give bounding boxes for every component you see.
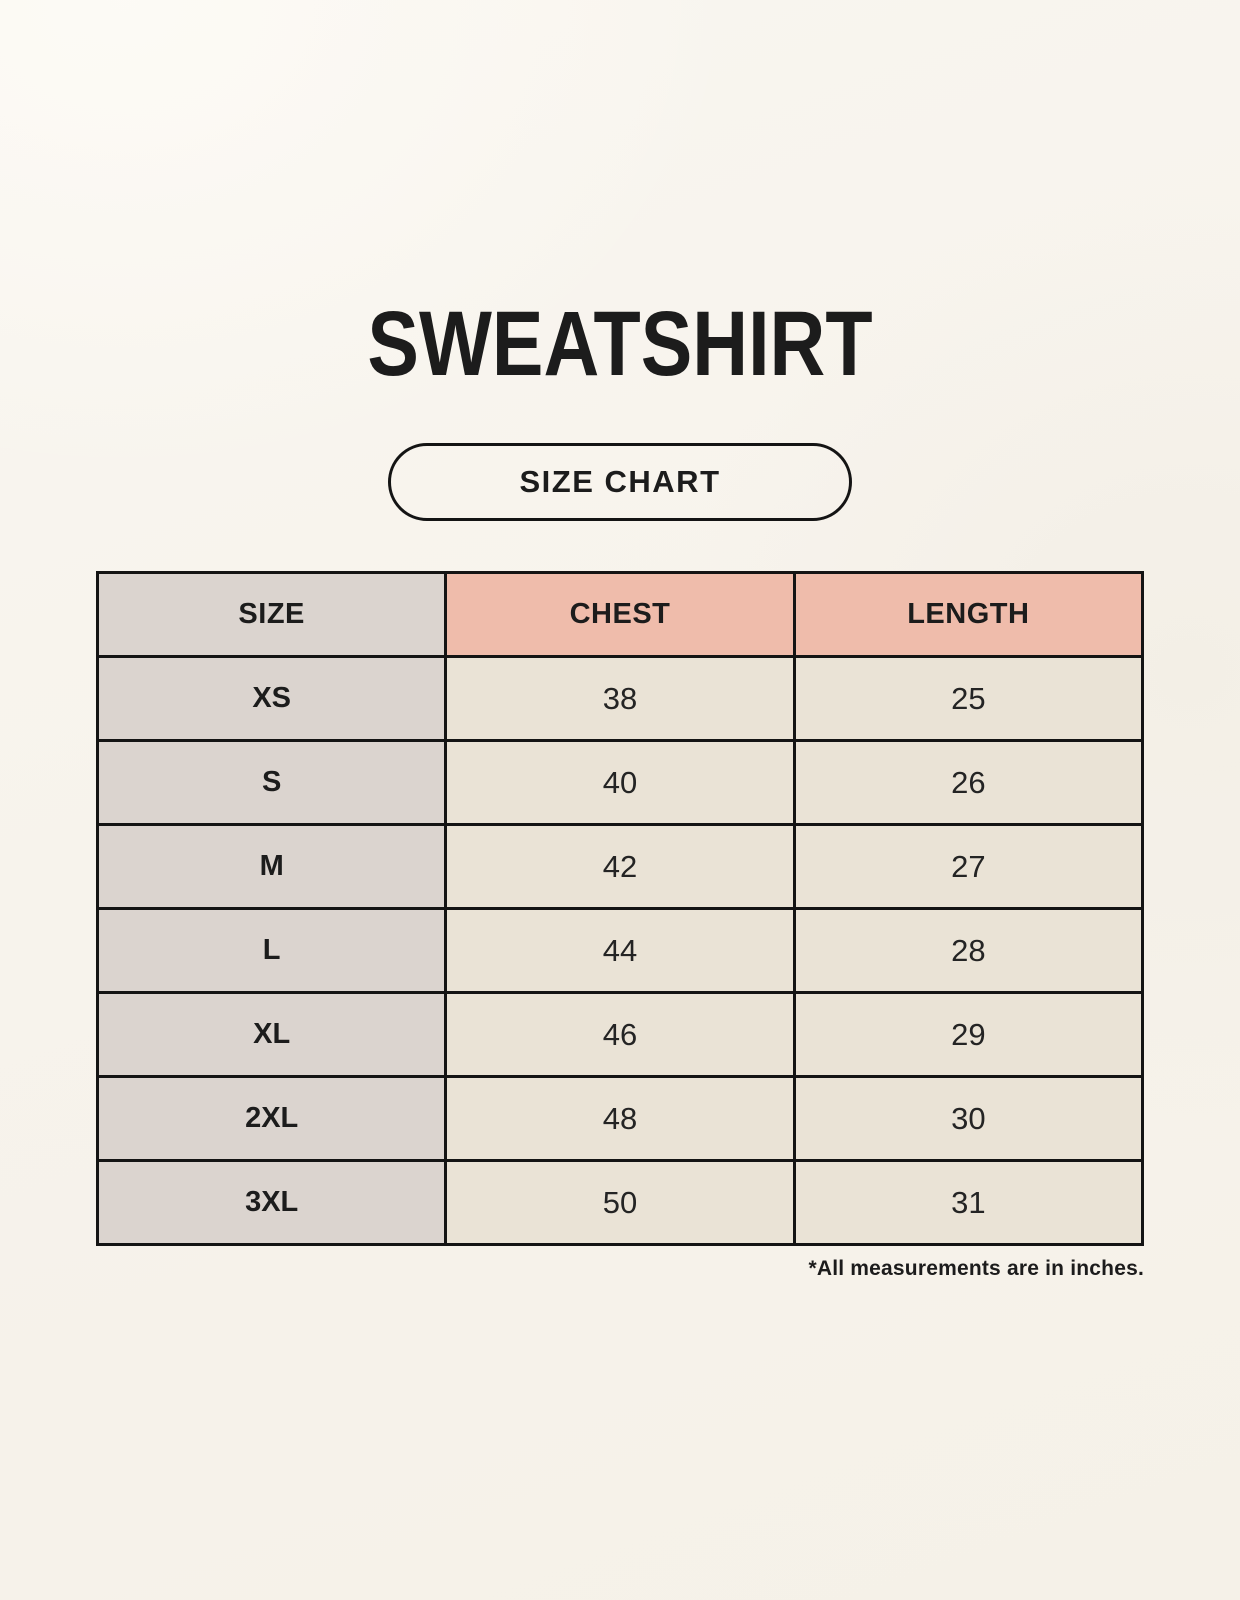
page-title: SWEATSHIRT xyxy=(367,293,873,395)
size-cell: 2XL xyxy=(95,1075,448,1162)
table-header: SIZE CHEST LENGTH xyxy=(95,571,1145,658)
table-container: SIZE CHEST LENGTH XS 38 25 S 40 26 M 42 27 L 44 28 X… xyxy=(95,571,1145,1281)
header-row: SIZE CHEST LENGTH xyxy=(95,571,1145,658)
table-row: L 44 28 xyxy=(95,907,1145,994)
chest-value-cell: 42 xyxy=(444,823,796,910)
chest-value-cell: 50 xyxy=(444,1159,796,1246)
column-header-length: LENGTH xyxy=(792,571,1145,658)
table-row: XL 46 29 xyxy=(95,991,1145,1078)
length-value-cell: 27 xyxy=(792,823,1145,910)
length-value-cell: 26 xyxy=(792,739,1145,826)
length-value-cell: 25 xyxy=(792,655,1145,742)
length-value-cell: 30 xyxy=(792,1075,1145,1162)
size-cell: S xyxy=(95,739,448,826)
size-cell: L xyxy=(95,907,448,994)
chest-value-cell: 46 xyxy=(444,991,796,1078)
length-value-cell: 31 xyxy=(792,1159,1145,1246)
size-cell: XL xyxy=(95,991,448,1078)
size-chart-badge: SIZE CHART xyxy=(388,443,852,521)
column-header-size: SIZE xyxy=(95,571,448,658)
table-row: XS 38 25 xyxy=(95,655,1145,742)
table-row: 3XL 50 31 xyxy=(95,1159,1145,1246)
badge-container: SIZE CHART xyxy=(0,443,1240,521)
length-value-cell: 29 xyxy=(792,991,1145,1078)
measurements-footnote: *All measurements are in inches. xyxy=(808,1257,1144,1280)
length-value-cell: 28 xyxy=(792,907,1145,994)
chest-value-cell: 40 xyxy=(444,739,796,826)
table-row: S 40 26 xyxy=(95,739,1145,826)
chest-value-cell: 48 xyxy=(444,1075,796,1162)
size-cell: 3XL xyxy=(95,1159,448,1246)
chest-value-cell: 44 xyxy=(444,907,796,994)
chest-value-cell: 38 xyxy=(444,655,796,742)
size-table-body: XS 38 25 S 40 26 M 42 27 L 44 28 XL 46 29 2XL 48 30 3XL 50 3… xyxy=(95,655,1145,1246)
column-header-chest: CHEST xyxy=(444,571,796,658)
size-chart-table: SIZE CHEST LENGTH XS 38 25 S 40 26 M 42 27 L 44 28 X… xyxy=(95,571,1145,1246)
size-cell: M xyxy=(95,823,448,910)
size-cell: XS xyxy=(95,655,448,742)
table-row: 2XL 48 30 xyxy=(95,1075,1145,1162)
table-row: M 42 27 xyxy=(95,823,1145,910)
